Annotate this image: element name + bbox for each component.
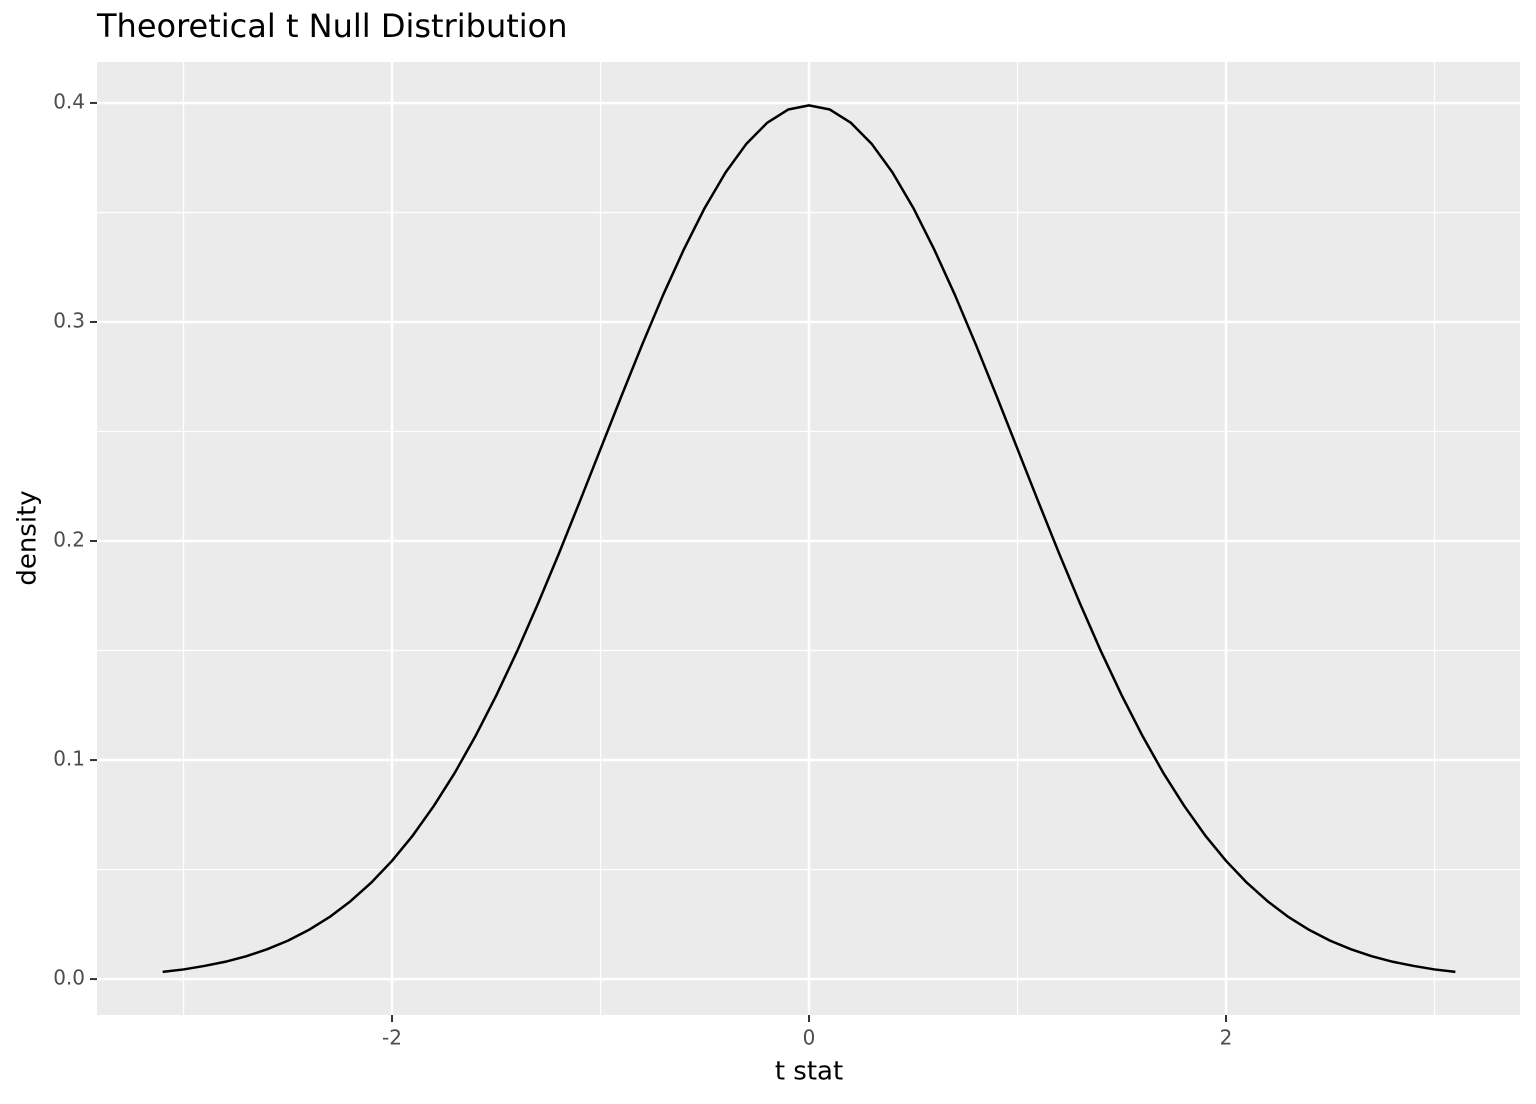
chart-title: Theoretical t Null Distribution	[96, 7, 568, 45]
x-tick-label: 2	[1220, 1026, 1233, 1050]
density-line	[162, 104, 1456, 974]
y-tick-label: 0.1	[53, 747, 85, 771]
y-tick-label: 0.3	[53, 308, 85, 332]
y-tick-label: 0.2	[53, 528, 85, 552]
y-tick-label: 0.0	[53, 966, 85, 990]
y-axis-label: density	[13, 490, 43, 585]
x-axis-label: t stat	[775, 1057, 843, 1087]
x-tick-label: -2	[382, 1026, 402, 1050]
y-tick-label: 0.4	[53, 89, 85, 113]
x-tick-label: 0	[803, 1026, 816, 1050]
